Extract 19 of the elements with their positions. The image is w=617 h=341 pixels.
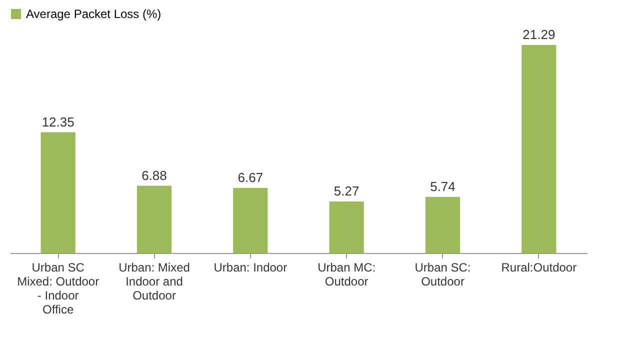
- x-tick-label: Urban SC: Outdoor: [414, 260, 471, 288]
- bar: [233, 188, 268, 253]
- x-tick-label: Rural:Outdoor: [501, 260, 577, 274]
- x-tick-label: Urban SC Mixed: Outdoor - Indoor Office: [17, 260, 100, 316]
- bar: [425, 196, 460, 253]
- data-label: 12.35: [42, 114, 74, 130]
- data-label: 6.67: [238, 170, 264, 185]
- data-label: 21.29: [522, 26, 556, 42]
- bar: [40, 132, 76, 253]
- bar: [136, 186, 172, 253]
- x-tick-label: Urban MC: Outdoor: [318, 260, 376, 288]
- data-label: 6.88: [142, 168, 167, 183]
- x-tick-label: Urban: Indoor: [214, 260, 288, 274]
- legend-label: Average Packet Loss (%): [26, 7, 162, 21]
- data-label: 5.27: [334, 184, 360, 198]
- data-label: 5.74: [430, 178, 456, 194]
- bar: [522, 44, 556, 253]
- bar: [329, 202, 364, 253]
- x-tick-label: Urban: Mixed Indoor and Outdoor: [118, 260, 190, 302]
